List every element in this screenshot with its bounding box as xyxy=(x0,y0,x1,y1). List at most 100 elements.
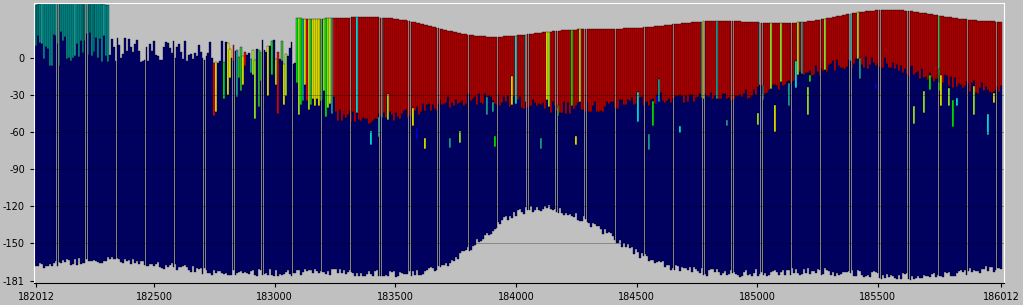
Bar xyxy=(784,85,786,275)
Bar xyxy=(985,21,987,87)
Bar xyxy=(416,127,418,140)
Bar xyxy=(832,17,834,61)
Bar xyxy=(457,103,458,259)
Bar xyxy=(779,23,780,90)
Bar xyxy=(970,20,971,92)
Bar xyxy=(825,19,827,70)
Bar xyxy=(432,105,434,268)
Bar xyxy=(521,108,523,212)
Bar xyxy=(337,121,339,273)
Bar xyxy=(770,23,772,89)
Bar xyxy=(186,61,188,267)
Bar xyxy=(37,4,39,36)
Bar xyxy=(103,35,104,261)
Bar xyxy=(240,91,242,271)
Bar xyxy=(331,18,333,114)
Bar xyxy=(838,66,840,275)
Bar xyxy=(733,21,736,100)
Bar xyxy=(708,97,710,270)
Bar xyxy=(612,29,614,102)
Bar xyxy=(990,93,992,267)
Bar xyxy=(341,18,343,121)
Bar xyxy=(80,41,82,264)
Bar xyxy=(725,120,727,126)
Bar xyxy=(670,103,671,270)
Bar xyxy=(881,10,883,69)
Bar xyxy=(432,27,434,105)
Bar xyxy=(818,20,820,76)
Bar xyxy=(425,25,426,111)
Bar xyxy=(996,87,998,268)
Bar xyxy=(229,49,230,77)
Bar xyxy=(955,87,958,98)
Bar xyxy=(69,0,70,58)
Bar xyxy=(809,21,811,71)
Bar xyxy=(968,20,970,84)
Bar xyxy=(687,102,688,270)
Bar xyxy=(542,102,544,209)
Bar xyxy=(952,127,953,276)
Bar xyxy=(638,28,640,98)
Bar xyxy=(573,109,575,217)
Bar xyxy=(902,73,903,273)
Bar xyxy=(762,85,764,94)
Bar xyxy=(964,19,966,86)
Bar xyxy=(49,2,51,66)
Bar xyxy=(171,53,173,264)
Bar xyxy=(217,63,219,271)
Bar xyxy=(807,21,809,73)
Bar xyxy=(788,106,790,270)
Bar xyxy=(492,101,493,102)
Bar xyxy=(507,96,509,220)
Bar xyxy=(182,59,184,267)
Bar xyxy=(602,113,604,234)
Bar xyxy=(414,23,416,111)
Bar xyxy=(134,44,136,263)
Bar xyxy=(360,17,362,120)
Bar xyxy=(86,1,87,34)
Bar xyxy=(653,126,654,260)
Bar xyxy=(501,37,503,103)
Bar xyxy=(72,0,74,58)
Bar xyxy=(469,94,471,251)
Bar xyxy=(47,48,49,266)
Bar xyxy=(707,21,708,96)
Bar xyxy=(238,57,240,78)
Bar xyxy=(992,103,994,271)
Bar xyxy=(512,36,513,96)
Bar xyxy=(831,64,832,275)
Bar xyxy=(512,76,513,96)
Bar xyxy=(973,115,975,270)
Bar xyxy=(41,44,43,264)
Bar xyxy=(536,106,538,207)
Bar xyxy=(91,56,93,261)
Bar xyxy=(727,21,729,98)
Bar xyxy=(542,32,544,102)
Bar xyxy=(540,138,542,149)
Bar xyxy=(318,19,319,106)
Bar xyxy=(291,42,293,276)
Bar xyxy=(101,62,103,263)
Bar xyxy=(807,73,809,87)
Bar xyxy=(987,21,988,90)
Bar xyxy=(56,1,58,44)
Bar xyxy=(751,22,753,96)
Bar xyxy=(973,20,975,81)
Bar xyxy=(590,112,592,227)
Bar xyxy=(336,113,337,269)
Bar xyxy=(642,27,644,106)
Bar xyxy=(859,58,861,68)
Bar xyxy=(503,37,505,97)
Bar xyxy=(566,30,567,114)
Bar xyxy=(871,58,873,272)
Bar xyxy=(768,23,770,90)
Bar xyxy=(275,84,277,270)
Bar xyxy=(898,10,900,71)
Bar xyxy=(407,117,408,274)
Bar xyxy=(955,18,958,87)
Bar xyxy=(333,18,335,97)
Bar xyxy=(412,108,414,126)
Bar xyxy=(619,29,621,99)
Bar xyxy=(459,33,460,103)
Bar xyxy=(219,61,221,271)
